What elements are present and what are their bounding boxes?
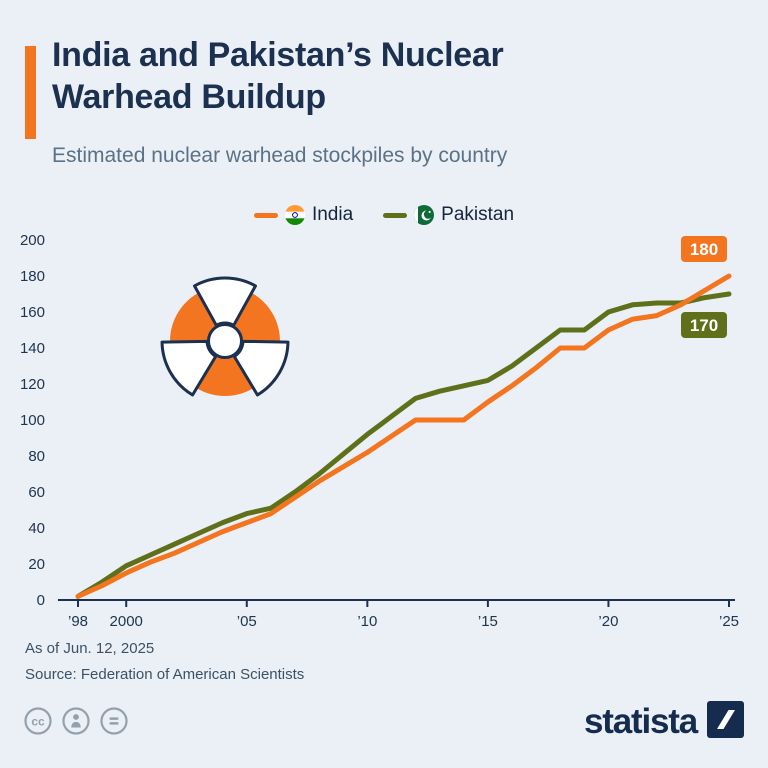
legend-item-pakistan: Pakistan (383, 204, 514, 226)
pakistan-line (75, 291, 732, 599)
equals-icon (99, 706, 129, 741)
y-tick-label: 40 (28, 520, 45, 537)
y-tick-label: 20 (28, 556, 45, 573)
y-tick-label: 0 (37, 592, 45, 609)
legend-label-pakistan: Pakistan (441, 204, 515, 225)
legend-label-india: India (311, 204, 354, 225)
x-tick-label: ’05 (237, 613, 257, 630)
pakistan-line-swatch (383, 212, 408, 218)
legend-item-india: India (253, 204, 354, 226)
y-tick-label: 200 (20, 232, 45, 249)
india-value-label: 180 (690, 240, 718, 259)
x-tick-label: ’15 (478, 613, 498, 630)
as-of-note: As of Jun. 12, 2025 (25, 640, 155, 657)
x-tick-label: ’20 (598, 613, 618, 630)
y-tick-label: 180 (20, 268, 45, 285)
x-tick-label: ’10 (357, 613, 377, 630)
india-line (75, 273, 732, 599)
svg-text:cc: cc (31, 715, 45, 729)
source-note: Source: Federation of American Scientist… (25, 666, 305, 683)
pakistan-flag-icon (414, 205, 435, 225)
chart-title: India and Pakistan’s Nuclear Warhead Bui… (52, 36, 504, 117)
line-chart: 0 20 40 60 80 100 120 140 160 180 200 ’98 2000 ’05 ’10… (20, 232, 739, 630)
cc-icon: cc (23, 706, 53, 741)
attribution-person-icon (61, 706, 91, 741)
y-tick-label: 80 (28, 448, 45, 465)
y-tick-label: 60 (28, 484, 45, 501)
x-tick-label: ’98 (68, 613, 88, 630)
statista-logo: statista (584, 701, 744, 743)
india-flag-icon (284, 205, 305, 225)
license-icons: cc (23, 706, 129, 741)
radiation-icon (152, 268, 298, 414)
y-tick-label: 120 (20, 376, 45, 393)
pakistan-value-badge (681, 312, 727, 338)
y-tick-label: 160 (20, 304, 45, 321)
x-tick-label: ’25 (719, 613, 739, 630)
y-tick-label: 140 (20, 340, 45, 357)
pakistan-value-label: 170 (690, 316, 718, 335)
statista-mark-icon (707, 701, 744, 743)
india-line-swatch (253, 212, 278, 218)
chart-legend: India Pakistan (0, 204, 768, 226)
y-tick-label: 100 (20, 412, 45, 429)
title-accent-bar (25, 46, 36, 139)
chart-subtitle: Estimated nuclear warhead stockpiles by … (52, 144, 508, 167)
x-tick-label: 2000 (110, 613, 143, 630)
statista-wordmark: statista (584, 702, 698, 741)
india-value-badge (681, 236, 727, 262)
